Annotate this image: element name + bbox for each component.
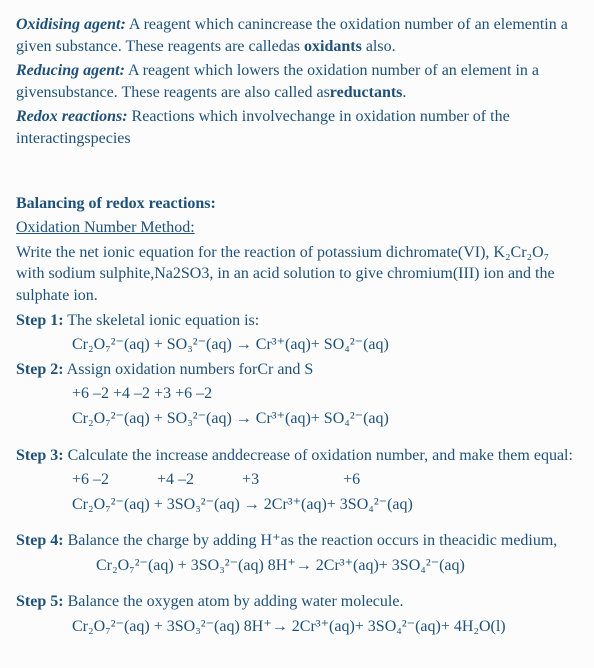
section-title-text: Balancing of redox reactions: bbox=[16, 195, 216, 212]
step1-eq: Cr₂O₇²⁻(aq) + SO₃²⁻(aq) → Cr³⁺(aq)+ SO₄²… bbox=[16, 334, 578, 356]
step3-label: Step 3: bbox=[16, 447, 64, 464]
step5-label: Step 5: bbox=[16, 593, 64, 610]
section-title: Balancing of redox reactions: bbox=[16, 193, 578, 215]
reductants-word: reductants bbox=[330, 84, 403, 101]
method-title: Oxidation Number Method: bbox=[16, 217, 578, 239]
oxidants-word: oxidants bbox=[304, 38, 362, 55]
def-redox: Redox reactions: Reactions which involve… bbox=[16, 106, 578, 149]
label-oxidising: Oxidising agent: bbox=[16, 16, 126, 33]
step2: Step 2: Assign oxidation numbers forCr a… bbox=[16, 359, 578, 381]
step4: Step 4: Balance the charge by adding H⁺a… bbox=[16, 530, 578, 552]
step1-label: Step 1: bbox=[16, 312, 64, 329]
step4-eq: Cr₂O₇²⁻(aq) + 3SO₃²⁻(aq) 8H⁺→ 2Cr³⁺(aq)+… bbox=[16, 555, 578, 577]
step3-text: Calculate the increase anddecrease of ox… bbox=[64, 447, 573, 464]
step5-text: Balance the oxygen atom by adding water … bbox=[64, 593, 404, 610]
step3-eq: Cr₂O₇²⁻(aq) + 3SO₃²⁻(aq) → 2Cr³⁺(aq)+ 3S… bbox=[16, 494, 578, 516]
step5-eq: Cr₂O₇²⁻(aq) + 3SO₃²⁻(aq) 8H⁺→ 2Cr³⁺(aq)+… bbox=[16, 616, 578, 638]
step4-label: Step 4: bbox=[16, 532, 64, 549]
step2-eq: Cr₂O₇²⁻(aq) + SO₃²⁻(aq) → Cr³⁺(aq)+ SO₄²… bbox=[16, 408, 578, 430]
tail-oxidising: also. bbox=[362, 38, 396, 55]
problem-prompt: Write the net ionic equation for the rea… bbox=[16, 242, 578, 307]
method-title-text: Oxidation Number Method: bbox=[16, 219, 195, 236]
step3: Step 3: Calculate the increase anddecrea… bbox=[16, 445, 578, 467]
step2-text: Assign oxidation numbers forCr and S bbox=[64, 361, 314, 378]
def-reducing: Reducing agent: A reagent which lowers t… bbox=[16, 60, 578, 103]
step2-label: Step 2: bbox=[16, 361, 64, 378]
label-redox: Redox reactions: bbox=[16, 108, 128, 125]
step1-text: The skeletal ionic equation is: bbox=[64, 312, 260, 329]
step5: Step 5: Balance the oxygen atom by addin… bbox=[16, 591, 578, 613]
label-reducing: Reducing agent: bbox=[16, 62, 125, 79]
step1: Step 1: The skeletal ionic equation is: bbox=[16, 310, 578, 332]
step2-ox: +6 –2 +4 –2 +3 +6 –2 bbox=[16, 383, 578, 405]
step3-ox: +6 –2 +4 –2 +3 +6 bbox=[16, 469, 578, 491]
def-oxidising: Oxidising agent: A reagent which canincr… bbox=[16, 14, 578, 57]
step4-text: Balance the charge by adding H⁺as the re… bbox=[64, 532, 558, 549]
tail-reducing: . bbox=[402, 84, 406, 101]
